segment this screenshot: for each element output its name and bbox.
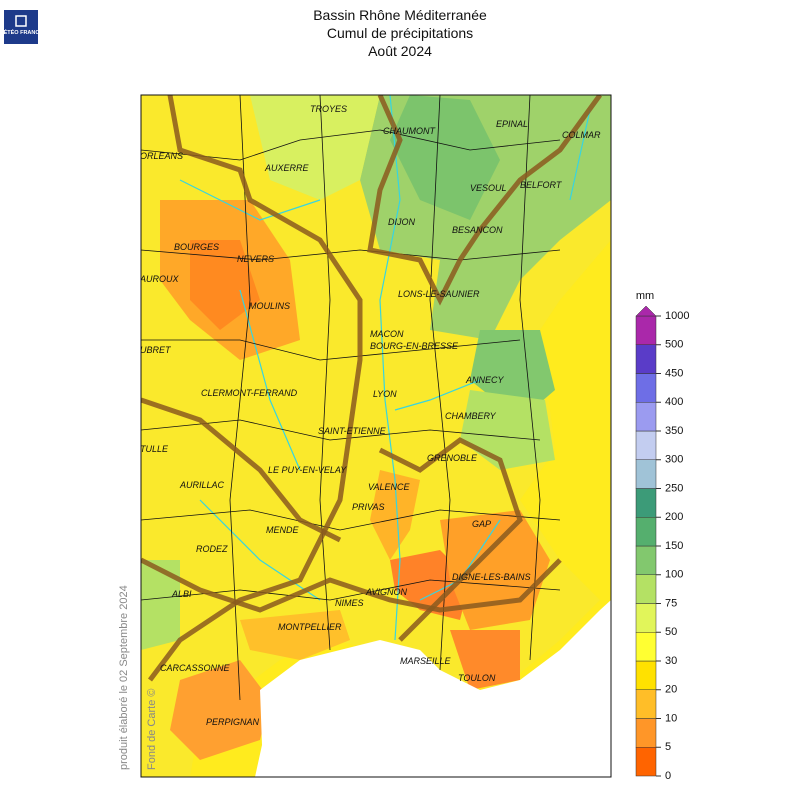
city-label: PRIVAS — [352, 502, 385, 512]
subtitle: Cumul de précipitations — [327, 25, 473, 41]
city-label: ORLEANS — [140, 151, 183, 161]
legend-swatch — [635, 517, 657, 547]
legend-swatch — [635, 344, 657, 374]
legend-label: 20 — [665, 684, 677, 696]
legend-label: 100 — [665, 569, 683, 581]
legend-swatch — [635, 603, 657, 633]
legend-swatch — [635, 574, 657, 604]
city-label: MACON — [370, 329, 404, 339]
city-label: CARCASSONNE — [160, 663, 231, 673]
map-frame — [140, 94, 612, 778]
city-label: CHAUMONT — [383, 126, 436, 136]
legend-label: 300 — [665, 454, 683, 466]
city-label: TULLE — [140, 444, 169, 454]
city-label: TROYES — [310, 104, 347, 114]
legend-swatch — [635, 718, 657, 748]
logo — [4, 10, 38, 44]
legend-swatch — [635, 373, 657, 403]
legend-swatch — [635, 747, 657, 777]
city-label: MONTPELLIER — [278, 622, 342, 632]
legend-unit: mm — [636, 290, 654, 302]
credit-note: Fond de Carte © — [146, 689, 158, 770]
legend-label: 500 — [665, 339, 683, 351]
city-label: MARSEILLE — [400, 656, 452, 666]
city-label: BESANCON — [452, 225, 503, 235]
legend-swatch — [635, 402, 657, 432]
city-label: VALENCE — [368, 482, 411, 492]
city-label: AURILLAC — [179, 480, 225, 490]
city-label: BELFORT — [520, 180, 563, 190]
city-label: GAP — [472, 519, 491, 529]
map: TROYES CHAUMONT EPINAL COLMAR ORLEANS AUXERRE… — [139, 95, 611, 777]
city-label: UBRET — [140, 345, 172, 355]
city-label: RODEZ — [196, 544, 228, 554]
legend-label: 75 — [665, 597, 677, 609]
city-label: CHAMBERY — [445, 411, 497, 421]
legend-arrow — [635, 305, 657, 317]
legend-label: 400 — [665, 396, 683, 408]
city-label: AVIGNON — [365, 587, 408, 597]
city-label: BOURGES — [174, 242, 219, 252]
city-label: PERPIGNAN — [206, 717, 260, 727]
city-label: SAINT-ETIENNE — [318, 426, 387, 436]
city-label: AUROUX — [139, 274, 180, 284]
logo-icon — [15, 15, 27, 27]
city-label: EPINAL — [496, 119, 528, 129]
legend-label: 5 — [665, 741, 671, 753]
city-label: AUXERRE — [264, 163, 310, 173]
city-label: DIJON — [388, 217, 416, 227]
city-label: NIMES — [335, 598, 364, 608]
legend-swatch — [635, 632, 657, 662]
city-label: TOULON — [458, 673, 496, 683]
legend-swatch — [635, 315, 657, 345]
date: Août 2024 — [368, 43, 432, 59]
legend-label: 0 — [665, 770, 671, 782]
legend-label: 30 — [665, 655, 677, 667]
city-label: BOURG-EN-BRESSE — [370, 341, 459, 351]
legend-swatch — [635, 660, 657, 690]
city-label: VESOUL — [470, 183, 507, 193]
city-label: LONS-LE-SAUNIER — [398, 289, 480, 299]
legend-label: 150 — [665, 540, 683, 552]
city-label: ANNECY — [465, 375, 505, 385]
legend-label: 450 — [665, 367, 683, 379]
city-label: DIGNE-LES-BAINS — [452, 572, 531, 582]
legend-swatch — [635, 689, 657, 719]
legend-label: 200 — [665, 511, 683, 523]
city-label: MENDE — [266, 525, 299, 535]
legend-label: 350 — [665, 425, 683, 437]
legend-label: 1000 — [665, 310, 689, 322]
title: Bassin Rhône Méditerranée — [313, 7, 487, 23]
legend-swatch — [635, 459, 657, 489]
city-label: NEVERS — [237, 254, 274, 264]
logo-text: MÉTÉO FRANCE — [0, 28, 43, 36]
city-label: COLMAR — [562, 130, 601, 140]
legend-swatch — [635, 545, 657, 575]
city-label: GRENOBLE — [427, 453, 478, 463]
legend-label: 250 — [665, 482, 683, 494]
produced-note: produit élaboré le 02 Septembre 2024 — [118, 585, 130, 770]
legend-swatch — [635, 488, 657, 518]
legend-label: 50 — [665, 626, 677, 638]
legend-swatch — [635, 430, 657, 460]
city-label: LYON — [373, 389, 397, 399]
legend-label: 10 — [665, 712, 677, 724]
city-label: MOULINS — [249, 301, 290, 311]
city-label: ALBI — [171, 589, 192, 599]
city-label: CLERMONT-FERRAND — [201, 388, 298, 398]
city-label: LE PUY-EN-VELAY — [268, 465, 347, 475]
